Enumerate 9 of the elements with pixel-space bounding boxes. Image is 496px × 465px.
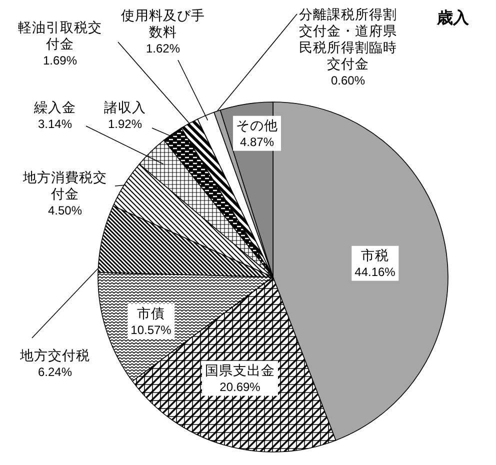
data-label: 44.16% — [354, 264, 396, 279]
data-label: 10.57% — [130, 322, 172, 337]
slice-label: その他 — [236, 118, 278, 133]
data-label: 20.69% — [220, 380, 261, 394]
slice-label: 市税 — [361, 248, 389, 263]
chart-title: 歳入 — [436, 8, 470, 27]
data-label: 4.87% — [240, 134, 274, 149]
slice-label: 国県支出金 — [205, 362, 275, 378]
slice-label: 市債 — [137, 306, 165, 321]
